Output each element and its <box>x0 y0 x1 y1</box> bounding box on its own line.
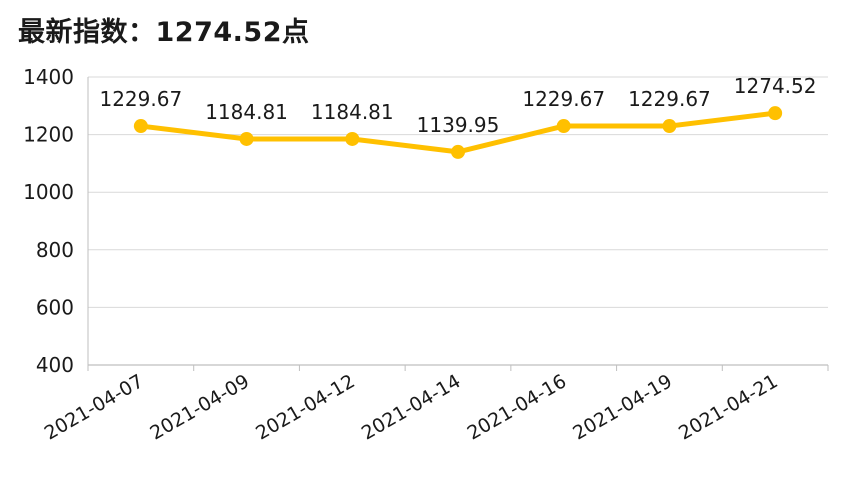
data-label: 1274.52 <box>734 74 817 98</box>
data-points <box>133 106 783 159</box>
x-tick-label: 2021-04-21 <box>675 370 782 444</box>
grid-lines <box>88 76 828 308</box>
y-tick-labels: 400 600 800 1000 1200 1400 <box>23 65 74 377</box>
data-point <box>451 144 465 159</box>
y-tick-label: 1000 <box>23 180 74 204</box>
y-tick-label: 1400 <box>23 65 74 89</box>
data-point <box>556 119 571 134</box>
chart-title: 最新指数：1274.52点 <box>18 17 310 48</box>
data-labels: 1229.67 1184.81 1184.81 1139.95 1229.67 1229.… <box>99 74 816 137</box>
x-tick-label: 2021-04-12 <box>252 370 359 444</box>
y-tick-label: 1200 <box>23 123 74 147</box>
data-point <box>345 131 360 146</box>
x-tick-labels: 2021-04-07 2021-04-09 2021-04-12 2021-04-14… <box>41 370 782 444</box>
y-tick-label: 800 <box>36 238 74 262</box>
x-tick-label: 2021-04-14 <box>358 370 465 444</box>
data-point <box>768 106 783 121</box>
data-label: 1229.67 <box>99 87 182 111</box>
data-label: 1229.67 <box>628 87 711 111</box>
data-label: 1139.95 <box>417 113 500 137</box>
data-label: 1184.81 <box>205 100 288 124</box>
x-tick-label: 2021-04-16 <box>464 370 571 444</box>
x-tick-label: 2021-04-07 <box>41 370 148 444</box>
y-tick-label: 600 <box>36 295 74 319</box>
y-tick-label: 400 <box>36 353 74 377</box>
x-tick-label: 2021-04-09 <box>146 370 253 444</box>
data-point <box>239 131 254 146</box>
data-point <box>662 119 677 134</box>
axes <box>87 77 829 371</box>
data-label: 1184.81 <box>311 100 394 124</box>
data-label: 1229.67 <box>522 87 605 111</box>
x-tick-label: 2021-04-19 <box>569 370 676 444</box>
data-point <box>133 119 148 134</box>
